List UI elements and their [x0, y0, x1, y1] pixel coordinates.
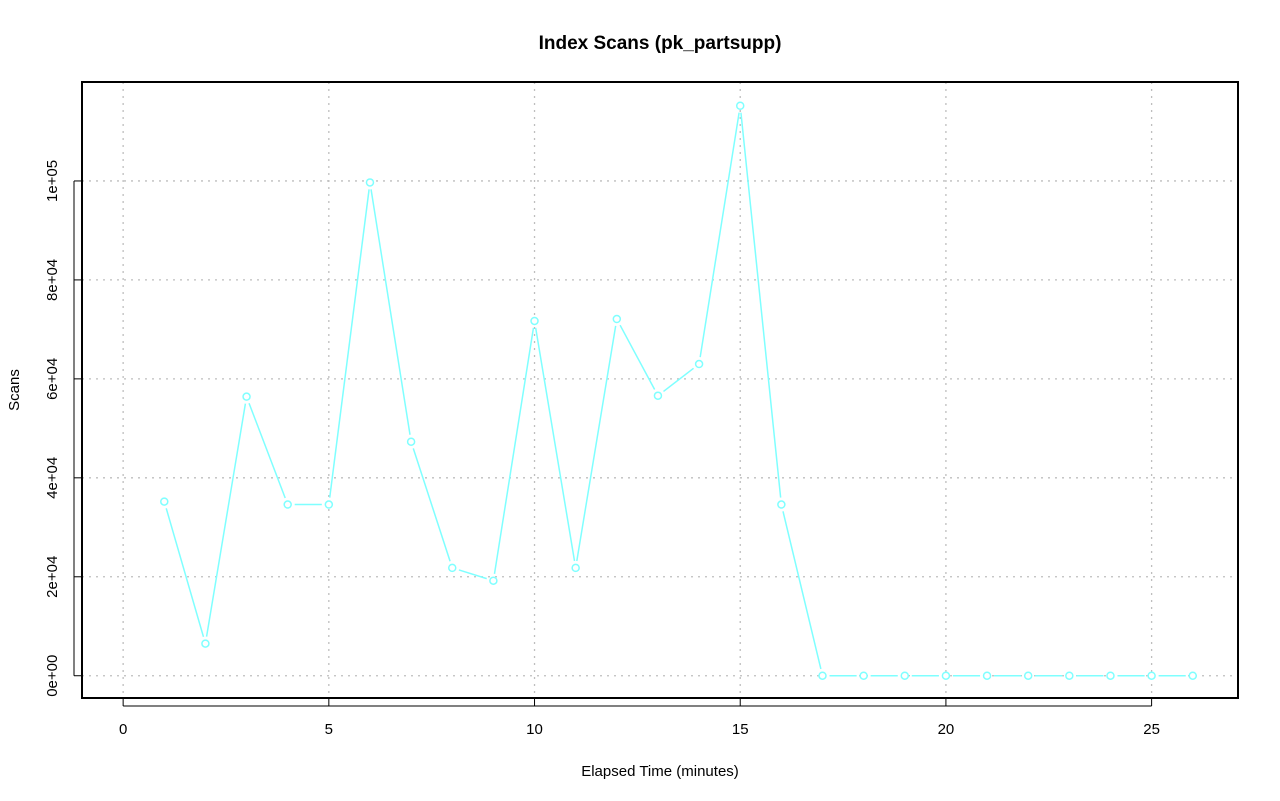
x-axis-label: Elapsed Time (minutes)	[581, 763, 739, 780]
data-point	[160, 497, 169, 506]
series-segment	[370, 189, 411, 435]
grid	[82, 82, 1238, 698]
data-point	[283, 500, 292, 509]
y-tick-label: 0e+00	[44, 655, 61, 697]
series-segment	[699, 112, 740, 358]
series-segment	[576, 325, 617, 562]
data-point	[612, 314, 622, 324]
y-axis: 0e+00 2e+04 4e+04 6e+04 8e+04 1e+05	[44, 160, 82, 697]
y-tick-label: 8e+04	[44, 259, 61, 301]
data-point	[530, 316, 539, 326]
x-tick-label: 25	[1143, 721, 1160, 738]
data-point	[818, 671, 827, 680]
series-segment	[493, 327, 535, 574]
data-point	[982, 671, 992, 680]
x-tick-label: 15	[732, 721, 749, 738]
series-segment	[740, 112, 782, 498]
data-point	[1147, 671, 1156, 680]
y-tick-label: 2e+04	[44, 556, 61, 598]
data-point	[694, 359, 704, 369]
data-point	[201, 639, 210, 648]
series-segment	[248, 402, 286, 499]
data-point	[242, 392, 251, 401]
data-point	[653, 391, 663, 400]
plot-frame	[81, 81, 1239, 699]
data-point	[1188, 671, 1197, 680]
x-axis: 0 5 10 15 20 25	[119, 698, 1160, 738]
data-point	[489, 576, 498, 585]
y-tick-label: 1e+05	[44, 160, 61, 202]
data-point	[859, 671, 868, 680]
data-point	[324, 500, 334, 509]
y-tick-label: 6e+04	[44, 358, 61, 400]
series-segment	[412, 448, 451, 562]
series-segment	[534, 327, 576, 562]
data-point	[447, 563, 457, 573]
series-segment	[165, 508, 205, 638]
series-segment	[619, 324, 656, 390]
x-tick-label: 20	[938, 721, 955, 738]
x-tick-label: 5	[325, 721, 333, 738]
data-point	[406, 437, 416, 446]
data-point	[571, 563, 580, 573]
series-segment	[328, 189, 370, 498]
y-tick-label: 4e+04	[44, 457, 61, 499]
data-point	[777, 500, 786, 509]
data-point	[735, 101, 745, 110]
data-point	[900, 671, 910, 680]
data-point	[1023, 671, 1033, 680]
series-segment	[458, 569, 487, 580]
x-tick-label: 10	[526, 721, 543, 738]
chart-title: Index Scans (pk_partsupp)	[539, 33, 782, 54]
series-layer	[160, 101, 1197, 680]
x-tick-label: 0	[119, 721, 127, 738]
series-segment	[205, 403, 247, 637]
data-point	[941, 671, 951, 680]
series-segment	[663, 367, 694, 393]
data-point	[365, 178, 375, 187]
data-point	[1065, 671, 1074, 680]
series-segment	[782, 511, 822, 670]
data-point	[1106, 671, 1115, 680]
y-axis-label: Scans	[6, 369, 23, 411]
